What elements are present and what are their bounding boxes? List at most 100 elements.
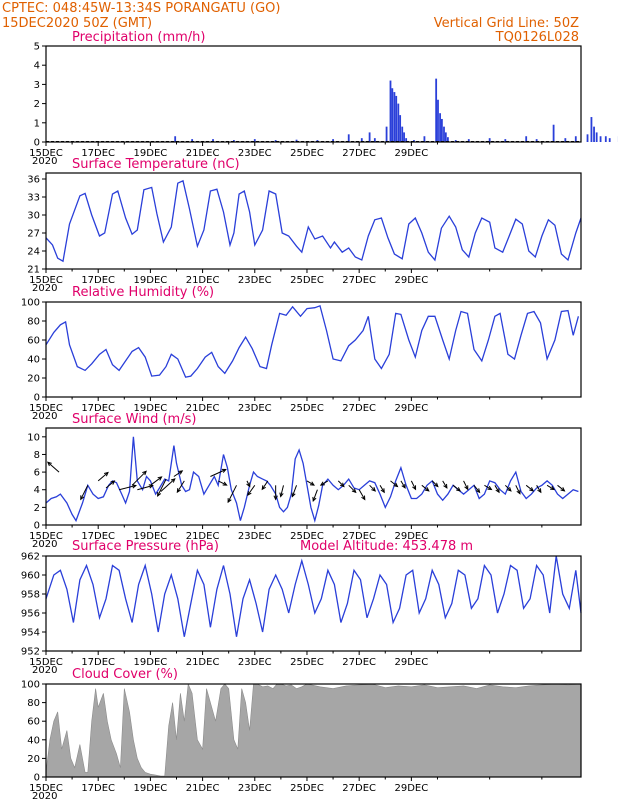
- surface-wind-vector: [337, 480, 345, 487]
- surface-temperature-xtick-label: 27DEC: [342, 275, 376, 286]
- precipitation-ytick-label: 1: [34, 118, 40, 129]
- surface-wind-vector-head: [495, 488, 500, 494]
- precipitation-bar: [608, 138, 611, 142]
- surface-wind-ytick-label: 6: [34, 468, 40, 479]
- surface-wind-vector-head: [309, 481, 315, 486]
- surface-pressure-ytick-label: 962: [21, 552, 40, 563]
- surface-wind-vector-head: [104, 471, 109, 477]
- precipitation-bar: [423, 136, 426, 142]
- surface-wind-vector: [515, 485, 521, 494]
- cloud-cover-frame: [45, 683, 582, 778]
- surface-wind-vector: [118, 485, 136, 491]
- surface-wind-vector: [463, 480, 469, 490]
- precipitation-ytick-label: 3: [34, 80, 40, 91]
- precipitation-ytick-label: 5: [34, 42, 40, 53]
- surface-temperature-xtick-label: 29DEC: [394, 275, 428, 286]
- header-model-id: TQ0126L028: [495, 30, 579, 45]
- surface-wind-vector: [320, 480, 329, 486]
- precipitation-xtick-label: 19DEC: [134, 148, 168, 159]
- surface-wind-vector: [369, 484, 376, 492]
- precipitation-xtick-label: 17DEC: [81, 148, 115, 159]
- surface-temperature-ytick-label: 33: [27, 193, 40, 204]
- surface-wind-vector-head: [261, 485, 266, 491]
- surface-wind-vector: [160, 478, 176, 492]
- surface-temperature-ytick-label: 21: [27, 265, 40, 276]
- surface-temperature-ytick-label: 36: [27, 175, 40, 186]
- precipitation-bar: [590, 117, 593, 142]
- surface-wind-ytick-label: 10: [27, 432, 40, 443]
- cloud-cover-xtick-label: 17DEC: [81, 783, 115, 794]
- surface-wind-vector: [105, 480, 115, 489]
- precipitation-year-label: 2020: [32, 156, 57, 167]
- relative-humidity-xtick-label: 23DEC: [238, 403, 272, 414]
- surface-wind-vector-head: [550, 485, 556, 491]
- precipitation-bar: [447, 137, 449, 142]
- surface-temperature-ytick-label: 24: [27, 247, 40, 258]
- surface-wind-vector: [157, 478, 167, 497]
- surface-wind-vector-head: [456, 487, 462, 492]
- cloud-cover-area: [45, 683, 582, 778]
- surface-wind-vector: [358, 489, 366, 500]
- surface-pressure-ytick-label: 958: [21, 590, 40, 601]
- surface-wind-year-label: 2020: [32, 539, 57, 550]
- surface-wind-vector-head: [157, 476, 163, 481]
- precipitation-bar: [385, 126, 388, 142]
- surface-wind-vector-head: [361, 495, 366, 501]
- surface-wind-vector-head: [351, 488, 357, 494]
- surface-wind-ytick-label: 0: [34, 521, 40, 532]
- surface-wind-vector: [280, 485, 284, 497]
- precipitation-bar: [389, 80, 392, 142]
- surface-wind-vector-head: [475, 488, 481, 494]
- surface-wind-vector: [442, 480, 448, 489]
- surface-wind-vector-head: [142, 470, 147, 476]
- surface-wind-vector: [390, 480, 398, 487]
- precipitation-bar: [274, 140, 277, 142]
- surface-wind-vector-head: [221, 468, 227, 473]
- surface-pressure-xtick-label: 27DEC: [342, 657, 376, 668]
- surface-pressure-ytick-label: 956: [21, 609, 40, 620]
- surface-wind-vector: [80, 485, 89, 500]
- surface-wind-vector-head: [110, 480, 116, 485]
- precipitation-bar: [467, 139, 470, 142]
- surface-wind-vector-head: [279, 492, 284, 498]
- precipitation-bar: [564, 138, 567, 142]
- surface-wind-vector-head: [157, 491, 162, 497]
- surface-pressure-xtick-label: 25DEC: [290, 657, 324, 668]
- surface-temperature-xtick-label: 25DEC: [290, 275, 324, 286]
- relative-humidity-ytick-label: 20: [27, 374, 40, 385]
- cloud-cover-xtick-label: 19DEC: [134, 783, 168, 794]
- surface-pressure-year-label: 2020: [32, 665, 57, 676]
- precipitation-bar: [437, 99, 439, 142]
- precipitation-bar: [253, 139, 256, 142]
- surface-pressure-ytick-label: 954: [21, 628, 40, 639]
- surface-wind-vector-head: [443, 483, 448, 489]
- precipitation-bar: [391, 88, 394, 142]
- surface-pressure-xtick-label: 29DEC: [394, 657, 428, 668]
- cloud-cover-ytick-label: 80: [27, 698, 40, 709]
- surface-wind-vector-head: [339, 482, 345, 488]
- precipitation-bar: [347, 134, 350, 142]
- surface-wind-vector: [261, 480, 269, 490]
- surface-wind-vector: [131, 470, 147, 486]
- precipitation-xtick-label: 23DEC: [238, 148, 272, 159]
- precipitation-bar: [552, 124, 555, 142]
- surface-wind-vector: [421, 484, 430, 492]
- surface-wind-vector: [247, 485, 256, 496]
- cloud-cover-panel: Cloud Cover (%) 0 20 40 60 80 100 15DEC 17DEC 19D…: [21, 667, 582, 800]
- cloud-cover-xtick-label: 23DEC: [238, 783, 272, 794]
- surface-wind-vector: [379, 485, 385, 493]
- surface-wind-xtick-label: 21DEC: [186, 531, 220, 542]
- surface-wind-vector-head: [227, 498, 232, 504]
- precipitation-bar: [401, 126, 404, 142]
- surface-wind-vector-head: [176, 488, 181, 494]
- relative-humidity-ytick-label: 60: [27, 336, 40, 347]
- surface-wind-vector: [291, 485, 298, 497]
- surface-pressure-panel: Surface Pressure (hPa) Model Altitude: 45…: [21, 539, 582, 676]
- precipitation-xtick-label: 21DEC: [186, 148, 220, 159]
- header-station: CPTEC: 048:45W-13:34S PORANGATU (GO): [2, 1, 280, 16]
- precipitation-bar: [435, 78, 438, 142]
- surface-pressure-ytick-label: 960: [21, 571, 40, 582]
- cloud-cover-ytick-label: 60: [27, 717, 40, 728]
- header-grid-line: Vertical Grid Line: 50Z: [434, 16, 579, 31]
- cloud-cover-xtick-label: 27DEC: [342, 783, 376, 794]
